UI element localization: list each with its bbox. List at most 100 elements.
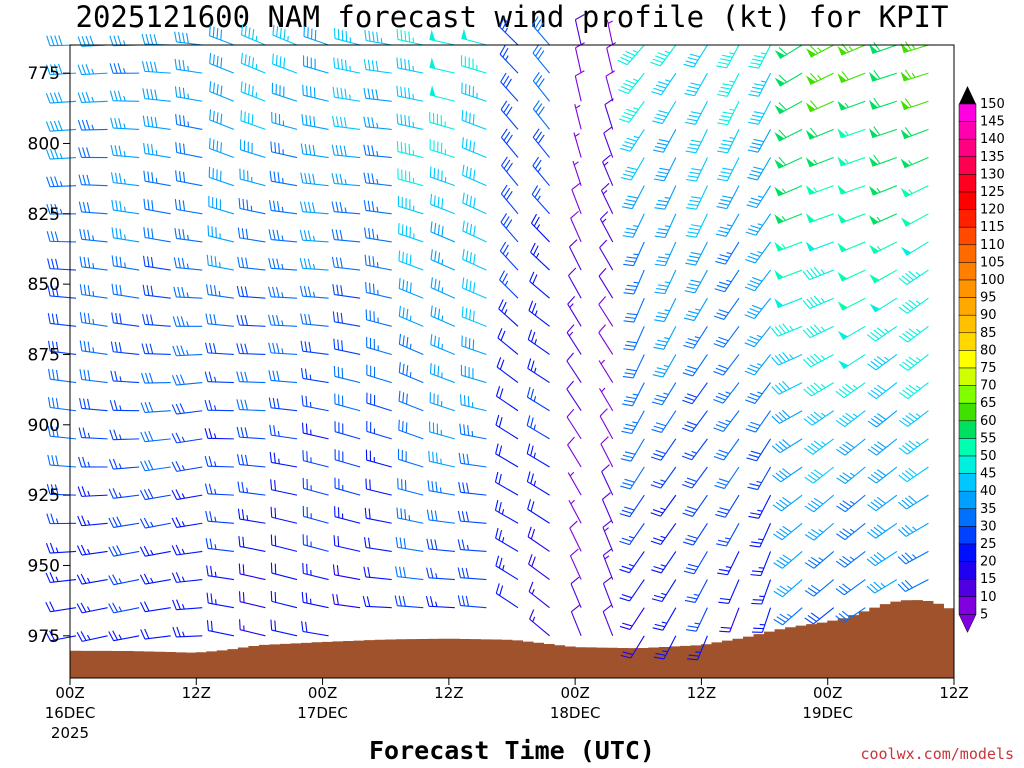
- wind-barb: [77, 119, 108, 131]
- wind-barb-layer: [45, 14, 929, 661]
- wind-barb: [500, 128, 519, 158]
- wind-barb: [396, 85, 424, 102]
- wind-barb: [898, 410, 929, 427]
- wind-barb: [334, 393, 361, 412]
- wind-barb: [802, 295, 834, 309]
- wind-barb: [745, 241, 772, 264]
- wind-barb: [529, 609, 550, 637]
- wind-barb: [208, 166, 235, 187]
- wind-barb: [526, 415, 550, 440]
- wind-barb: [299, 201, 329, 215]
- wind-barb: [602, 154, 614, 186]
- wind-barb: [715, 494, 740, 518]
- wind-barb: [301, 591, 329, 609]
- wind-barb: [172, 626, 203, 638]
- wind-barb: [528, 300, 550, 327]
- wind-barb: [566, 324, 582, 355]
- colorbar-swatch: [958, 121, 977, 140]
- wind-barb: [302, 534, 329, 552]
- wind-barb: [716, 185, 740, 210]
- colorbar-swatch: [958, 596, 977, 615]
- wind-barb: [108, 602, 140, 614]
- wind-barb: [716, 72, 740, 97]
- wind-barb: [460, 364, 487, 384]
- wind-barb: [139, 517, 171, 529]
- colorbar-swatch: [958, 138, 977, 158]
- wind-barb: [462, 220, 487, 243]
- wind-barb: [619, 129, 645, 152]
- wind-barb: [774, 156, 803, 169]
- wind-barb: [803, 382, 834, 397]
- wind-barb: [681, 410, 708, 433]
- wind-barb: [684, 72, 708, 97]
- wind-barb: [141, 61, 171, 74]
- wind-barb: [78, 427, 108, 440]
- wind-barb: [774, 100, 803, 115]
- wind-barb: [430, 277, 456, 299]
- wind-barb: [364, 507, 392, 524]
- wind-barb: [530, 242, 550, 271]
- wind-barb: [269, 170, 298, 187]
- wind-barb: [869, 297, 898, 313]
- wind-barb: [239, 619, 266, 637]
- wind-barb: [334, 506, 361, 524]
- wind-barb: [836, 438, 866, 456]
- wind-barb: [111, 255, 140, 271]
- wind-barb: [713, 382, 740, 404]
- wind-barb: [748, 101, 772, 125]
- terrain-layer: [69, 600, 955, 679]
- wind-barb: [774, 241, 803, 252]
- wind-barb: [602, 576, 614, 608]
- wind-barb: [718, 579, 740, 604]
- wind-barb: [622, 213, 645, 238]
- wind-barb: [654, 269, 677, 295]
- colorbar-label-140: 140: [980, 132, 1005, 147]
- wind-barb: [269, 424, 298, 440]
- wind-barb: [495, 443, 519, 468]
- wind-barb: [527, 499, 550, 524]
- wind-barb: [237, 481, 266, 496]
- wind-barb: [713, 297, 740, 320]
- wind-barb: [599, 408, 614, 440]
- wind-barb: [204, 399, 234, 412]
- wind-barb: [897, 579, 929, 592]
- wind-barb: [654, 241, 677, 267]
- wind-barb: [111, 227, 140, 243]
- wind-barb: [651, 579, 677, 603]
- wind-barb: [898, 297, 929, 314]
- wind-barb: [78, 201, 108, 215]
- wind-barb: [774, 44, 803, 60]
- wind-barb: [897, 550, 929, 565]
- wind-barb: [717, 101, 740, 126]
- wind-barb: [495, 386, 519, 412]
- wind-barb: [620, 157, 645, 181]
- wind-barb: [78, 456, 108, 468]
- wind-barb: [240, 81, 266, 102]
- wind-barb: [773, 607, 803, 626]
- wind-barb: [365, 449, 392, 468]
- wind-barb: [240, 52, 266, 74]
- wind-barb: [109, 90, 140, 102]
- wind-barb: [805, 127, 834, 140]
- wind-barb: [620, 438, 645, 462]
- wind-barb: [749, 523, 772, 548]
- wind-barb: [601, 464, 614, 496]
- wind-barb: [866, 550, 898, 567]
- wind-barb: [363, 200, 392, 215]
- wind-barb: [333, 28, 361, 46]
- wind-barb: [459, 423, 487, 440]
- wind-barb: [363, 144, 392, 159]
- wind-barb: [836, 494, 866, 513]
- wind-barb: [206, 284, 234, 299]
- wind-barb: [205, 313, 234, 327]
- wind-barb: [566, 380, 582, 412]
- wind-barb: [139, 573, 171, 585]
- wind-barb: [498, 299, 519, 327]
- wind-barb: [500, 213, 519, 243]
- wind-barb: [527, 526, 550, 552]
- wind-barb: [599, 211, 614, 243]
- colorbar-label-70: 70: [980, 379, 997, 394]
- wind-barb: [744, 325, 772, 348]
- wind-barb: [566, 408, 582, 440]
- wind-barb: [571, 182, 582, 214]
